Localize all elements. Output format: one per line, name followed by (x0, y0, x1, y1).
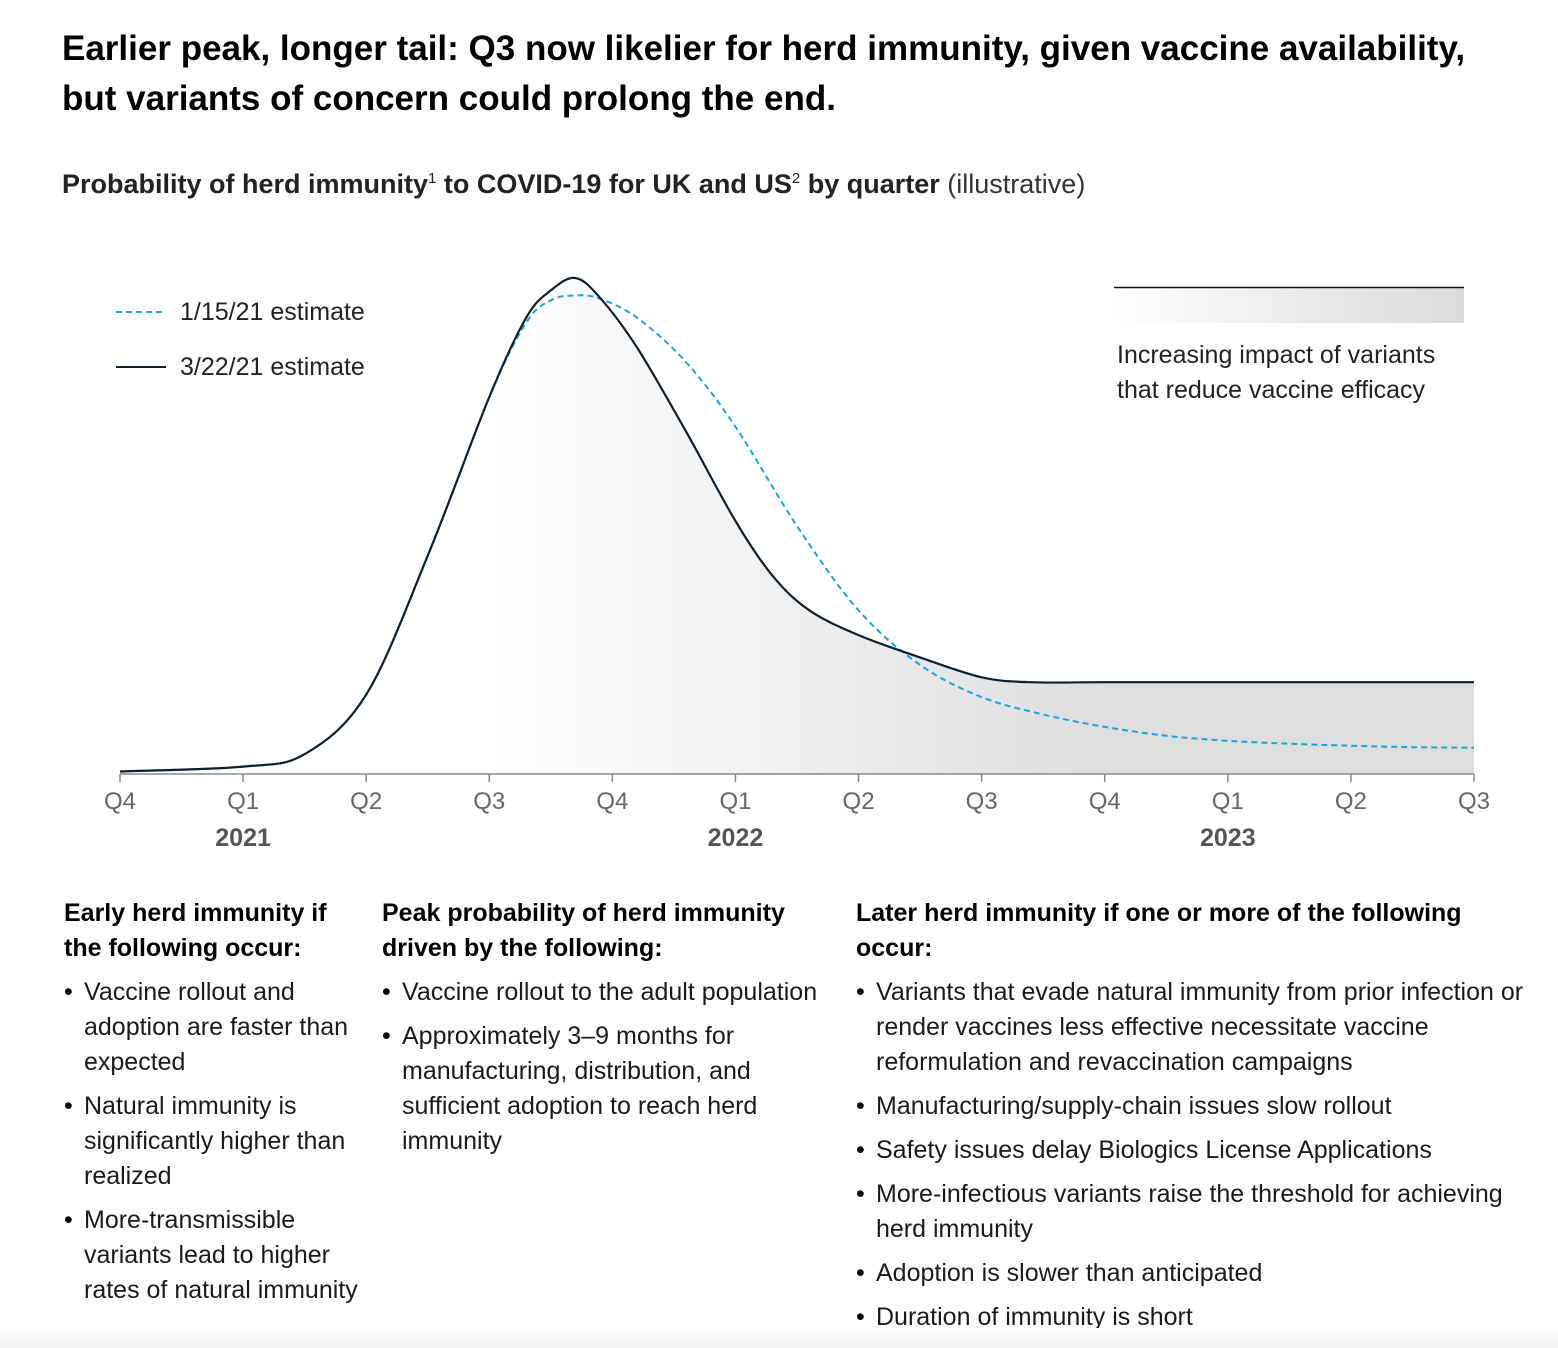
footnote-marker-2: 2 (791, 170, 801, 187)
x-tick-label: Q3 (1458, 788, 1490, 815)
legend: 1/15/21 estimate 3/22/21 estimate (116, 298, 365, 381)
x-tick-label: Q3 (966, 788, 998, 815)
x-year-label: 2022 (708, 824, 764, 852)
x-tick-label: Q2 (350, 788, 382, 815)
subtitle-part-1: Probability of herd immunity (62, 169, 429, 199)
list-item: Approximately 3–9 months for manufacturi… (382, 1019, 822, 1159)
x-tick-label: Q3 (473, 788, 505, 815)
list-item: Adoption is slower than anticipated (856, 1256, 1536, 1291)
chart-title: Earlier peak, longer tail: Q3 now likeli… (62, 29, 1466, 118)
bullet-list-later: Variants that evade natural immunity fro… (856, 975, 1536, 1335)
series-line-1-15-21-estimate (119, 294, 1475, 773)
bottom-fade (0, 1328, 1558, 1348)
x-tick-label: Q1 (227, 788, 259, 815)
column-heading-peak: Peak probability of herd immunity driven… (382, 899, 785, 962)
x-tick-label: Q1 (719, 788, 751, 815)
column-heading-later: Later herd immunity if one or more of th… (856, 899, 1462, 962)
list-item: Safety issues delay Biologics License Ap… (856, 1133, 1536, 1168)
list-item: More-transmissible variants lead to high… (64, 1203, 364, 1308)
list-item: Variants that evade natural immunity fro… (856, 975, 1536, 1080)
tail-shaded-area (120, 277, 1474, 774)
variant-impact-annotation: Increasing impact of variants that reduc… (1114, 286, 1464, 404)
x-year-label: 2023 (1200, 824, 1256, 852)
column-heading-early: Early herd immunity if the following occ… (64, 899, 327, 962)
series-line-3-22-21-estimate (119, 276, 1474, 773)
list-item: More-infectious variants raise the thres… (856, 1177, 1536, 1247)
annotation-text-line-1: Increasing impact of variants (1117, 341, 1435, 369)
list-item: Vaccine rollout and adoption are faster … (64, 975, 364, 1080)
x-year-label: 2021 (215, 824, 271, 852)
x-tick-label: Q2 (843, 788, 875, 815)
chart-subtitle: Probability of herd immunity1 to COVID-1… (62, 162, 1502, 206)
later-herd-immunity-column: Later herd immunity if one or more of th… (856, 896, 1536, 1344)
annotation-gradient-bar (1114, 287, 1464, 323)
subtitle-part-3: by quarter (800, 169, 940, 199)
x-tick-label: Q1 (1212, 788, 1244, 815)
bullet-list-peak: Vaccine rollout to the adult population … (382, 975, 822, 1159)
subtitle-illustrative: (illustrative) (939, 169, 1086, 199)
x-tick-label: Q2 (1335, 788, 1367, 815)
herd-immunity-chart: Q4 Q1 Q2 Q3 Q4 Q1 Q2 Q3 Q4 Q1 Q2 Q3 2021 2022 2023 1/… (104, 276, 1490, 852)
bullet-list-early: Vaccine rollout and adoption are faster … (64, 975, 364, 1308)
x-tick-label: Q4 (1089, 788, 1121, 815)
legend-label-3-22-21-estimate: 3/22/21 estimate (180, 353, 365, 381)
footnote-marker-1: 1 (428, 170, 437, 187)
list-item: Duration of immunity is short (856, 1300, 1536, 1335)
list-item: Manufacturing/supply-chain issues slow r… (856, 1089, 1536, 1124)
annotation-text-line-2: that reduce vaccine efficacy (1117, 376, 1426, 404)
peak-probability-column: Peak probability of herd immunity driven… (382, 896, 822, 1168)
early-herd-immunity-column: Early herd immunity if the following occ… (64, 896, 364, 1317)
x-tick-label: Q4 (596, 788, 628, 815)
list-item: Natural immunity is significantly higher… (64, 1089, 364, 1194)
x-tick-label: Q4 (104, 788, 136, 815)
list-item: Vaccine rollout to the adult population (382, 975, 822, 1010)
legend-label-1-15-21-estimate: 1/15/21 estimate (180, 298, 365, 326)
subtitle-part-2: to COVID-19 for UK and US (436, 169, 792, 199)
x-axis-tick-labels: Q4 Q1 Q2 Q3 Q4 Q1 Q2 Q3 Q4 Q1 Q2 Q3 (104, 788, 1490, 815)
x-axis-ticks (119, 774, 1475, 782)
x-axis-year-labels: 2021 2022 2023 (215, 824, 1255, 852)
